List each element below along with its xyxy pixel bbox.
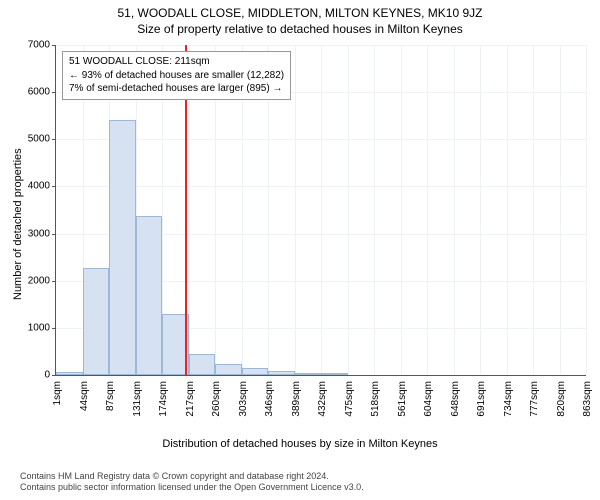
- grid-line: [454, 45, 455, 375]
- grid-line: [480, 45, 481, 375]
- grid-line: [533, 45, 534, 375]
- xtick-label: 346sqm: [264, 381, 275, 417]
- histogram-bar: [242, 368, 269, 375]
- histogram-bar: [189, 354, 216, 375]
- ytick-label: 5000: [28, 134, 56, 145]
- xtick-label: 777sqm: [529, 381, 540, 417]
- xtick-label: 1sqm: [52, 381, 63, 405]
- ytick-label: 2000: [28, 275, 56, 286]
- info-line-2: ← 93% of detached houses are smaller (12…: [69, 69, 284, 83]
- grid-line: [295, 45, 296, 375]
- xtick-label: 217sqm: [185, 381, 196, 417]
- xtick-label: 174sqm: [158, 381, 169, 417]
- xtick-label: 518sqm: [370, 381, 381, 417]
- grid-line: [374, 45, 375, 375]
- xtick-label: 87sqm: [105, 381, 116, 411]
- grid-line: [507, 45, 508, 375]
- grid-line: [321, 45, 322, 375]
- xtick-label: 691sqm: [476, 381, 487, 417]
- grid-line: [560, 45, 561, 375]
- info-line-1: 51 WOODALL CLOSE: 211sqm: [69, 55, 284, 69]
- histogram-bar: [268, 371, 295, 375]
- chart-subtitle: Size of property relative to detached ho…: [0, 22, 600, 36]
- plot-area: 010002000300040005000600070001sqm44sqm87…: [55, 45, 586, 376]
- xtick-label: 44sqm: [79, 381, 90, 411]
- grid-line: [427, 45, 428, 375]
- ytick-label: 1000: [28, 322, 56, 333]
- grid-line: [586, 45, 587, 375]
- xtick-label: 863sqm: [582, 381, 593, 417]
- histogram-bar: [136, 216, 163, 375]
- ytick-label: 6000: [28, 87, 56, 98]
- xtick-label: 734sqm: [503, 381, 514, 417]
- xtick-label: 561sqm: [397, 381, 408, 417]
- ytick-label: 0: [44, 370, 56, 381]
- ytick-label: 4000: [28, 181, 56, 192]
- histogram-bar: [215, 364, 242, 375]
- ytick-label: 3000: [28, 228, 56, 239]
- xtick-label: 389sqm: [291, 381, 302, 417]
- property-size-chart: 51, WOODALL CLOSE, MIDDLETON, MILTON KEY…: [0, 0, 600, 500]
- histogram-bar: [83, 268, 110, 375]
- xtick-label: 820sqm: [556, 381, 567, 417]
- xtick-label: 260sqm: [211, 381, 222, 417]
- info-box: 51 WOODALL CLOSE: 211sqm ← 93% of detach…: [62, 51, 291, 100]
- ytick-label: 7000: [28, 40, 56, 51]
- histogram-bar: [109, 120, 136, 376]
- info-line-3: 7% of semi-detached houses are larger (8…: [69, 82, 284, 96]
- chart-title: 51, WOODALL CLOSE, MIDDLETON, MILTON KEY…: [0, 6, 600, 20]
- xtick-label: 303sqm: [238, 381, 249, 417]
- histogram-bar: [321, 373, 348, 375]
- footer-line-1: Contains HM Land Registry data © Crown c…: [20, 471, 364, 483]
- xtick-label: 648sqm: [450, 381, 461, 417]
- y-axis-label: Number of detached properties: [12, 148, 24, 300]
- histogram-bar: [295, 373, 322, 375]
- histogram-bar: [56, 372, 83, 375]
- grid-line: [348, 45, 349, 375]
- xtick-label: 131sqm: [132, 381, 143, 417]
- footer-line-2: Contains public sector information licen…: [20, 482, 364, 494]
- xtick-label: 604sqm: [423, 381, 434, 417]
- xtick-label: 432sqm: [317, 381, 328, 417]
- xtick-label: 475sqm: [344, 381, 355, 417]
- grid-line: [401, 45, 402, 375]
- footer-attribution: Contains HM Land Registry data © Crown c…: [20, 471, 364, 494]
- x-axis-label: Distribution of detached houses by size …: [0, 438, 600, 450]
